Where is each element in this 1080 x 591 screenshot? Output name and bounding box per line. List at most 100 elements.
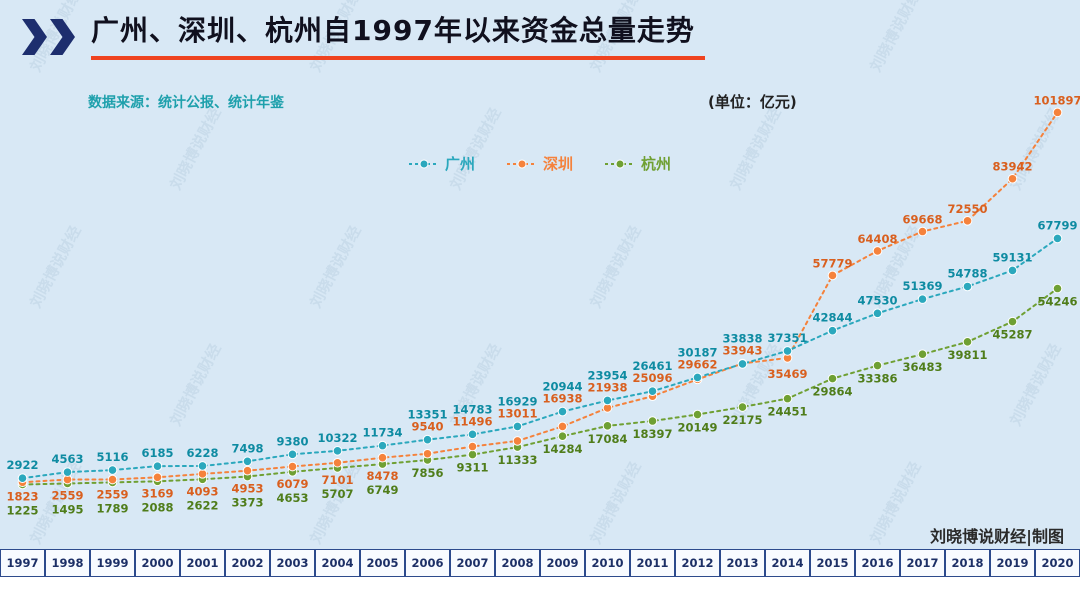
value-label-广州: 2922 [6, 458, 38, 472]
value-label-深圳: 2559 [96, 487, 128, 501]
series-line-深圳 [21, 111, 1059, 484]
legend-item-深圳: 深圳 [506, 153, 573, 174]
data-point-杭州 [692, 409, 703, 420]
legend-label: 广州 [444, 155, 475, 173]
data-point-杭州 [557, 431, 568, 442]
value-label-杭州: 24451 [767, 405, 807, 419]
value-label-深圳: 1823 [6, 489, 38, 503]
value-label-杭州: 4653 [276, 491, 308, 505]
chart-legend: 广州 深圳 杭州 [0, 153, 1080, 174]
value-label-杭州: 17084 [587, 432, 627, 446]
data-point-杭州 [602, 421, 613, 431]
value-label-深圳: 25096 [632, 371, 672, 385]
value-label-广州: 30187 [677, 345, 717, 359]
value-label-深圳: 69668 [902, 213, 942, 227]
data-point-广州 [332, 446, 343, 456]
value-label-杭州: 1789 [96, 501, 128, 515]
data-point-广州 [557, 406, 568, 417]
data-point-广州 [917, 294, 928, 304]
value-label-杭州: 29864 [812, 385, 852, 399]
data-source-label: 数据来源：统计公报、统计年鉴 [88, 95, 284, 111]
x-axis-year-cell: 1999年 [90, 549, 135, 577]
value-label-杭州: 39811 [947, 348, 987, 362]
value-label-广州: 7498 [231, 441, 263, 455]
x-axis-year-cell: 2008年 [495, 549, 540, 577]
value-label-深圳: 21938 [587, 380, 627, 394]
data-point-广州 [1052, 233, 1063, 244]
value-label-深圳: 64408 [857, 232, 897, 246]
data-point-广州 [152, 461, 163, 471]
value-label-杭州: 33386 [857, 372, 897, 386]
x-axis-year-cell: 2015年 [810, 549, 855, 577]
bottom-strip [0, 577, 1080, 591]
x-axis-year-cell: 2004年 [315, 549, 360, 577]
value-label-深圳: 29662 [677, 357, 717, 371]
data-point-杭州 [782, 393, 793, 404]
value-label-杭州: 1495 [51, 502, 83, 516]
data-point-深圳 [467, 441, 478, 452]
data-point-广州 [377, 440, 388, 451]
value-label-杭州: 7856 [411, 466, 443, 480]
x-axis-year-cell: 2002年 [225, 549, 270, 577]
data-point-深圳 [422, 448, 433, 459]
value-label-杭州: 9311 [456, 461, 488, 475]
value-label-深圳: 13011 [497, 406, 537, 420]
x-axis-year-cell: 2011年 [630, 549, 675, 577]
value-label-广州: 23954 [587, 368, 627, 382]
data-point-深圳 [242, 465, 253, 476]
legend-swatch-icon [605, 159, 635, 168]
data-point-深圳 [512, 436, 523, 446]
data-point-广州 [287, 449, 298, 460]
data-point-广州 [647, 386, 658, 396]
value-label-广州: 37351 [767, 331, 807, 345]
page-title: 广州、深圳、杭州自1997年以来资金总量走势 [91, 14, 695, 47]
x-axis-year-cell: 2007年 [450, 549, 495, 577]
value-label-深圳: 72550 [947, 202, 987, 216]
x-axis-year-cell: 2019年 [990, 549, 1035, 577]
value-label-广州: 59131 [992, 250, 1032, 264]
value-label-广州: 14783 [452, 402, 492, 416]
value-label-深圳: 11496 [452, 414, 492, 428]
chevron-icon [22, 19, 47, 55]
value-label-广州: 54788 [947, 266, 987, 280]
value-label-深圳: 33943 [722, 344, 762, 358]
value-label-广州: 67799 [1037, 218, 1077, 232]
x-axis-year-cell: 2014年 [765, 549, 810, 577]
data-point-深圳 [107, 474, 118, 485]
value-label-广州: 6228 [186, 446, 218, 460]
data-point-广州 [107, 465, 118, 475]
series-line-杭州 [21, 287, 1059, 486]
data-point-杭州 [917, 349, 928, 359]
value-label-广州: 13351 [407, 408, 447, 422]
value-label-杭州: 5707 [321, 487, 353, 501]
data-point-杭州 [827, 373, 838, 384]
x-axis-year-cell: 1997年 [0, 549, 45, 577]
data-point-广州 [17, 473, 28, 484]
value-label-杭州: 2622 [186, 498, 218, 512]
value-label-广州: 26461 [632, 359, 672, 373]
value-label-深圳: 16938 [542, 392, 582, 406]
data-point-广州 [737, 359, 748, 369]
data-point-广州 [62, 467, 73, 477]
x-axis-year-cell: 2016年 [855, 549, 900, 577]
value-label-广州: 47530 [857, 293, 897, 307]
value-label-深圳: 57779 [812, 256, 852, 270]
data-point-杭州 [872, 360, 883, 371]
credit-label: 刘晓博说财经|制图 [930, 527, 1064, 546]
data-point-深圳 [377, 452, 388, 463]
value-label-深圳: 83942 [992, 160, 1032, 174]
value-label-深圳: 6079 [276, 477, 308, 491]
value-label-广州: 9380 [276, 434, 308, 448]
x-axis-year-cell: 2006年 [405, 549, 450, 577]
x-axis: 1997年1998年1999年2000年2001年2002年2003年2004年… [0, 549, 1080, 577]
x-axis-year-cell: 2001年 [180, 549, 225, 577]
data-point-广州 [467, 429, 478, 440]
data-point-广州 [692, 372, 703, 383]
data-point-广州 [242, 456, 253, 467]
value-label-广州: 42844 [812, 311, 852, 325]
series-line-广州 [21, 237, 1059, 480]
value-label-深圳: 101897 [1033, 93, 1080, 107]
value-label-深圳: 3169 [141, 486, 173, 500]
